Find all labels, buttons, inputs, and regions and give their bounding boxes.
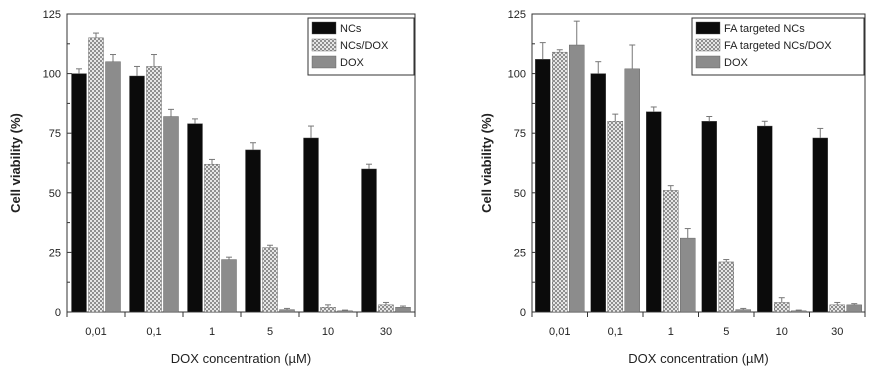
bar bbox=[757, 125, 773, 313]
bar bbox=[535, 59, 551, 313]
x-axis-title: DOX concentration (µM) bbox=[171, 351, 311, 366]
bar bbox=[71, 73, 87, 313]
bar-chart-left: 0 25 50 75 100 125 0,01 0,1 1 5 10 30 DOX concentrat… bbox=[8, 9, 416, 366]
x-tick-label: 1 bbox=[209, 326, 215, 338]
x-tick-label: 30 bbox=[380, 326, 392, 338]
bar bbox=[361, 168, 377, 313]
legend-swatch bbox=[695, 55, 721, 69]
y-axis-title: Cell viability (%) bbox=[8, 113, 23, 213]
bar bbox=[590, 73, 606, 313]
x-tick-label: 5 bbox=[723, 326, 729, 338]
bar bbox=[163, 116, 179, 313]
y-tick-label: 0 bbox=[520, 307, 526, 319]
chart-panel-left: 0 25 50 75 100 125 0,01 0,1 1 5 10 30 DOX concentrat… bbox=[0, 0, 437, 374]
bar bbox=[245, 149, 261, 313]
y-tick-label: 0 bbox=[55, 307, 61, 319]
chart-panel-right: 0 25 50 75 100 125 0,01 0,1 1 5 10 30 DOX concentrat… bbox=[437, 0, 873, 374]
bar bbox=[718, 261, 734, 313]
bar-chart-right: 0 25 50 75 100 125 0,01 0,1 1 5 10 30 DOX concentrat… bbox=[479, 9, 866, 366]
bar bbox=[320, 307, 336, 313]
bar bbox=[129, 75, 145, 313]
bar bbox=[846, 304, 862, 313]
y-tick-label: 100 bbox=[508, 69, 526, 81]
legend-label: FA targeted NCs bbox=[724, 23, 805, 35]
legend-swatch bbox=[311, 55, 337, 69]
x-axis-title: DOX concentration (µM) bbox=[628, 351, 768, 366]
legend-swatch bbox=[311, 21, 337, 35]
y-tick-label: 125 bbox=[508, 9, 526, 21]
legend-swatch bbox=[695, 21, 721, 35]
bar bbox=[791, 310, 807, 313]
y-tick-label: 50 bbox=[514, 188, 526, 200]
bar bbox=[303, 137, 319, 313]
x-tick-label: 5 bbox=[267, 326, 273, 338]
x-tick-label: 0,1 bbox=[146, 326, 161, 338]
bar bbox=[262, 247, 278, 313]
bar bbox=[105, 61, 121, 313]
x-tick-label: 0,01 bbox=[85, 326, 106, 338]
x-tick-label: 10 bbox=[776, 326, 788, 338]
x-tick-label: 0,01 bbox=[549, 326, 570, 338]
y-tick-label: 50 bbox=[49, 188, 61, 200]
legend-swatch bbox=[695, 38, 721, 52]
y-axis-title: Cell viability (%) bbox=[479, 113, 494, 213]
y-tick-label: 100 bbox=[43, 69, 61, 81]
bar bbox=[624, 68, 640, 313]
bar bbox=[395, 307, 411, 313]
bar bbox=[663, 190, 679, 313]
bar bbox=[146, 66, 162, 313]
bar bbox=[735, 309, 751, 313]
x-tick-label: 1 bbox=[668, 326, 674, 338]
bar bbox=[552, 51, 568, 313]
x-tick-label: 0,1 bbox=[608, 326, 623, 338]
bar bbox=[337, 310, 353, 313]
y-tick-label: 75 bbox=[49, 128, 61, 140]
bar bbox=[680, 237, 696, 313]
legend-label: NCs bbox=[340, 23, 362, 35]
bar bbox=[279, 309, 295, 313]
bar bbox=[829, 304, 845, 313]
legend-label: DOX bbox=[724, 57, 749, 69]
y-tick-label: 75 bbox=[514, 128, 526, 140]
legend-box bbox=[691, 17, 865, 76]
legend: FA targeted NCs FA targeted NCs/DOX DOX bbox=[691, 17, 865, 76]
y-tick-label: 125 bbox=[43, 9, 61, 21]
bar bbox=[607, 121, 623, 313]
bar bbox=[812, 137, 828, 313]
bar bbox=[378, 304, 394, 313]
legend-label: FA targeted NCs/DOX bbox=[724, 40, 832, 52]
y-tick-label: 25 bbox=[514, 247, 526, 259]
x-tick-label: 10 bbox=[322, 326, 334, 338]
y-tick-label: 25 bbox=[49, 247, 61, 259]
bar bbox=[569, 44, 585, 313]
bar bbox=[701, 121, 717, 313]
bar bbox=[646, 111, 662, 313]
bar bbox=[88, 37, 104, 313]
legend-label: DOX bbox=[340, 57, 365, 69]
bar bbox=[204, 163, 220, 313]
bar bbox=[774, 302, 790, 313]
bar bbox=[187, 123, 203, 313]
bar bbox=[221, 259, 237, 313]
legend: NCs NCs/DOX DOX bbox=[307, 17, 415, 76]
legend-swatch bbox=[311, 38, 337, 52]
legend-label: NCs/DOX bbox=[340, 40, 389, 52]
x-tick-label: 30 bbox=[831, 326, 843, 338]
